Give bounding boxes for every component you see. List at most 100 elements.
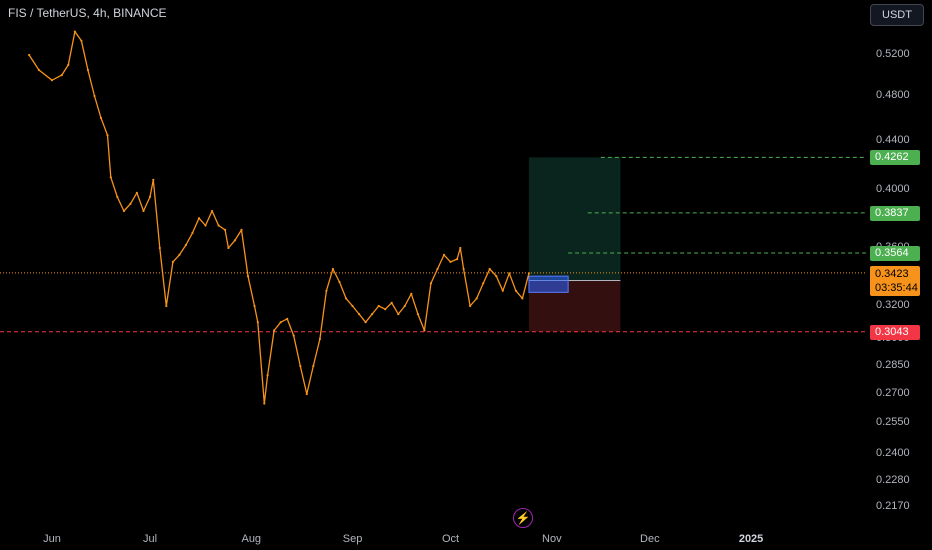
price-point [390,301,393,304]
price-point [86,68,89,72]
price-point [263,402,266,405]
price-point [217,224,220,227]
time-tick-label: Dec [640,533,660,545]
profit-zone [528,157,621,281]
price-point [459,246,462,250]
price-point [253,304,256,308]
price-point [286,317,289,320]
price-point [211,209,214,213]
price-point [178,253,181,256]
price-tick-label: 0.4400 [876,134,910,146]
price-tick-label: 0.4000 [876,183,910,195]
price-point [246,275,250,278]
current-price-badge: 0.3423 03:35:44 [870,265,920,296]
currency-button[interactable]: USDT [870,4,924,26]
time-tick-label: Jun [43,533,61,545]
price-point [318,337,321,341]
price-point [191,231,194,234]
price-point [449,260,452,263]
time-tick-label: Jul [142,533,158,545]
price-point [224,228,227,231]
price-point [292,334,295,337]
price-point [462,267,465,271]
price-point [423,329,426,332]
price-point [416,313,419,316]
price-point [410,292,413,295]
price-point [521,297,524,300]
price-point [397,313,400,316]
price-tick-label: 0.5200 [876,48,910,60]
price-point [442,253,446,256]
price-tick-label: 0.3200 [876,299,910,311]
price-point [116,195,119,198]
price-point [99,116,103,120]
price-point [364,321,367,324]
price-point [312,364,315,368]
price-point [204,224,207,227]
price-point [299,364,302,368]
price-point [351,304,354,308]
price-tick-label: 0.2170 [876,500,910,512]
price-point [429,282,432,285]
price-point [475,297,478,300]
price-point [384,308,387,311]
price-point [495,275,498,278]
price-point [358,313,361,316]
time-tick-label: Oct [441,533,460,545]
price-point [227,246,230,250]
symbol-title: FIS / TetherUS, 4h, BINANCE [8,6,167,20]
price-tick-label: 0.2850 [876,359,910,371]
lightning-icon[interactable]: ⚡ [513,508,533,528]
price-point [331,267,334,271]
stop-loss-badge: 0.3043 [870,324,920,340]
price-tick-label: 0.2700 [876,387,910,399]
price-point [371,313,374,316]
price-point [279,321,282,324]
price-tick-label: 0.2280 [876,474,910,486]
target-price-badge: 0.3837 [870,205,920,221]
price-point [256,321,259,324]
price-point [28,53,31,57]
time-tick-label: Aug [241,533,262,545]
time-tick-label: Sep [342,533,363,545]
price-point [233,239,236,242]
price-point [122,209,125,213]
target-price-badge: 0.4262 [870,150,920,166]
price-point [165,304,168,308]
price-point [142,209,145,213]
entry-box [528,275,569,293]
price-point [184,243,187,247]
price-tick-label: 0.4800 [876,89,910,101]
target-price-badge: 0.3564 [870,245,920,261]
price-point [344,297,348,300]
price-point [60,74,63,77]
price-point [456,258,459,261]
price-point [158,246,161,250]
price-point [501,289,504,292]
price-point [514,289,518,292]
time-tick-label: Nov [542,533,562,545]
price-point [527,272,531,275]
price-point [171,260,174,263]
price-point [135,191,138,194]
price-point [197,217,201,220]
price-tick-label: 0.2400 [876,447,910,459]
price-point [67,63,70,66]
price-point [508,272,511,275]
price-point [93,94,96,98]
price-point [152,178,155,181]
current-price-value: 0.3423 [875,267,909,280]
price-point [325,289,328,292]
price-point [377,304,380,308]
candle-countdown: 03:35:44 [875,281,918,294]
price-point [436,267,439,271]
price-point [266,374,269,377]
price-point [109,176,112,179]
price-point [338,280,341,284]
price-point [305,392,308,396]
price-point [469,304,472,308]
price-point [148,195,152,198]
price-point [73,30,76,33]
price-point [37,68,41,72]
